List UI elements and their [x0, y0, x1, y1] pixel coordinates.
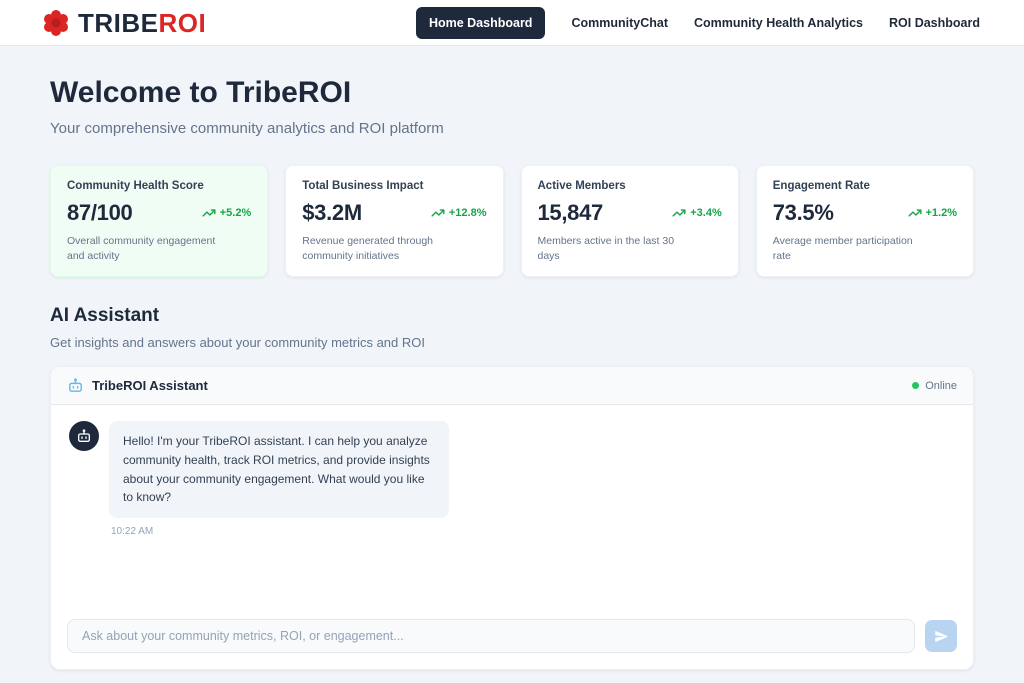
- bot-icon: [69, 378, 82, 393]
- brand-wordmark-roi: ROI: [158, 7, 207, 38]
- metric-value: 87/100: [67, 200, 133, 225]
- ai-assistant-section-title: AI Assistant: [50, 305, 160, 327]
- metric-label: Active Members: [537, 180, 626, 192]
- nav-item-roi-dashboard[interactable]: ROI Dashboard: [889, 15, 980, 30]
- metric-trend: +3.4%: [672, 206, 722, 220]
- metric-card-community-health-score: Community Health Score 87/100 +5.2% Over…: [50, 165, 269, 278]
- metric-description: Overall community engagement and activit…: [67, 235, 216, 263]
- metric-trend-value: +1.2%: [925, 207, 958, 219]
- bot-avatar-icon: [78, 429, 90, 443]
- send-button[interactable]: [925, 620, 957, 653]
- nav-item-home-dashboard[interactable]: Home Dashboard: [415, 6, 546, 39]
- main-nav: Home Dashboard CommunityChat Community H…: [415, 6, 980, 39]
- metric-label: Community Health Score: [67, 180, 204, 192]
- metric-trend: +5.2%: [202, 206, 252, 220]
- triberoi-flower-logo-icon: [44, 9, 68, 36]
- trending-up-icon: [431, 209, 445, 217]
- chat-title: TribeROI Assistant: [92, 378, 208, 394]
- metrics-grid: Community Health Score 87/100 +5.2% Over…: [50, 165, 974, 278]
- online-status-dot: [912, 382, 920, 390]
- assistant-chat-panel: TribeROI Assistant Online Hello!: [50, 366, 974, 671]
- chat-input-row: [51, 607, 973, 669]
- metric-description: Members active in the last 30 days: [537, 235, 675, 263]
- assistant-message-bubble: Hello! I'm your TribeROI assistant. I ca…: [109, 421, 449, 518]
- brand-wordmark-tribe: TRIBE: [78, 7, 159, 38]
- metric-description: Average member participation rate: [772, 235, 913, 263]
- metric-trend: +1.2%: [907, 206, 958, 220]
- metric-trend: +12.8%: [431, 206, 487, 220]
- chat-status: Online: [912, 380, 957, 392]
- metric-trend-value: +3.4%: [690, 207, 722, 219]
- trending-up-icon: [202, 209, 216, 217]
- bot-avatar: [69, 421, 99, 452]
- ai-assistant-section-subtitle: Get insights and answers about your comm…: [50, 335, 425, 351]
- metric-card-active-members: Active Members 15,847 +3.4% Members acti…: [520, 165, 739, 278]
- main-content: Welcome to TribeROI Your comprehensive c…: [0, 46, 1024, 671]
- chat-message-area: Hello! I'm your TribeROI assistant. I ca…: [51, 405, 973, 607]
- page-subtitle: Your comprehensive community analytics a…: [50, 120, 444, 137]
- nav-item-community-health-analytics[interactable]: Community Health Analytics: [693, 15, 863, 30]
- metric-trend-value: +5.2%: [219, 207, 252, 219]
- chat-header: TribeROI Assistant Online: [51, 367, 973, 406]
- metric-description: Revenue generated through community init…: [302, 235, 434, 263]
- metric-card-engagement-rate: Engagement Rate 73.5% +1.2% Average memb…: [755, 165, 974, 278]
- brand-wordmark: TRIBEROI: [78, 10, 206, 36]
- send-icon: [934, 631, 947, 642]
- message-timestamp: 10:22 AM: [111, 525, 154, 537]
- metric-value: $3.2M: [302, 200, 362, 225]
- metric-label: Engagement Rate: [772, 180, 870, 192]
- assistant-message-row: Hello! I'm your TribeROI assistant. I ca…: [69, 421, 955, 537]
- trending-up-icon: [907, 209, 922, 217]
- top-navigation-bar: TRIBEROI Home Dashboard CommunityChat Co…: [0, 0, 1024, 46]
- chat-message-input[interactable]: [67, 619, 915, 654]
- metric-card-total-business-impact: Total Business Impact $3.2M +12.8% Reven…: [285, 165, 504, 278]
- trending-up-icon: [672, 209, 686, 217]
- nav-item-community-chat[interactable]: CommunityChat: [571, 15, 668, 30]
- page-title: Welcome to TribeROI: [50, 76, 352, 109]
- metric-value: 15,847: [537, 200, 604, 225]
- brand-logo-group[interactable]: TRIBEROI: [40, 7, 206, 39]
- online-status-label: Online: [925, 379, 957, 392]
- metric-trend-value: +12.8%: [448, 207, 487, 219]
- metric-label: Total Business Impact: [302, 180, 424, 192]
- metric-value: 73.5%: [772, 200, 834, 225]
